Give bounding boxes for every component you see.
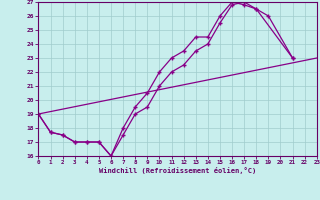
X-axis label: Windchill (Refroidissement éolien,°C): Windchill (Refroidissement éolien,°C) <box>99 167 256 174</box>
